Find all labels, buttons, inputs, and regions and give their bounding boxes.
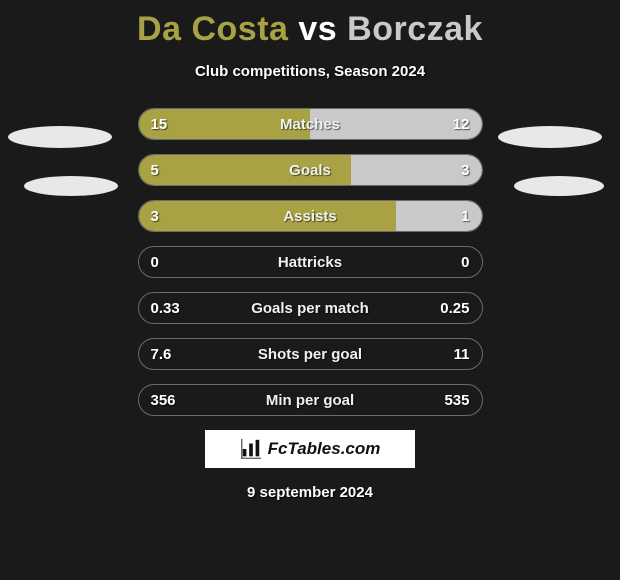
stat-value-right: 12: [453, 109, 470, 139]
stat-row: 7.6Shots per goal11: [138, 338, 483, 370]
date-text: 9 september 2024: [0, 484, 620, 501]
stat-value-right: 0.25: [440, 293, 469, 323]
stat-row: 15Matches12: [138, 108, 483, 140]
stat-value-right: 11: [454, 339, 470, 369]
stats-container: 15Matches125Goals33Assists10Hattricks00.…: [138, 108, 483, 416]
stat-value-right: 3: [461, 155, 469, 185]
stat-row: 356Min per goal535: [138, 384, 483, 416]
decorative-ellipse: [514, 176, 604, 196]
decorative-ellipse: [24, 176, 118, 196]
stat-label: Matches: [139, 109, 482, 139]
stat-label: Goals: [139, 155, 482, 185]
subtitle: Club competitions, Season 2024: [0, 63, 620, 80]
stat-row: 0.33Goals per match0.25: [138, 292, 483, 324]
comparison-title: Da Costa vs Borczak: [0, 0, 620, 49]
stat-row: 3Assists1: [138, 200, 483, 232]
decorative-ellipse: [498, 126, 602, 148]
fctables-logo[interactable]: FcTables.com: [205, 430, 415, 468]
bar-chart-icon: [240, 438, 262, 460]
stat-label: Assists: [139, 201, 482, 231]
vs-text: vs: [298, 10, 337, 48]
logo-text: FcTables.com: [268, 439, 381, 459]
player1-name: Da Costa: [137, 10, 288, 48]
stat-value-right: 535: [444, 385, 469, 415]
stat-value-right: 1: [461, 201, 469, 231]
stat-label: Goals per match: [139, 293, 482, 323]
player2-name: Borczak: [347, 10, 483, 48]
stat-label: Min per goal: [139, 385, 482, 415]
stat-label: Shots per goal: [139, 339, 482, 369]
decorative-ellipse: [8, 126, 112, 148]
stat-row: 0Hattricks0: [138, 246, 483, 278]
stat-label: Hattricks: [139, 247, 482, 277]
stat-value-right: 0: [461, 247, 469, 277]
stat-row: 5Goals3: [138, 154, 483, 186]
